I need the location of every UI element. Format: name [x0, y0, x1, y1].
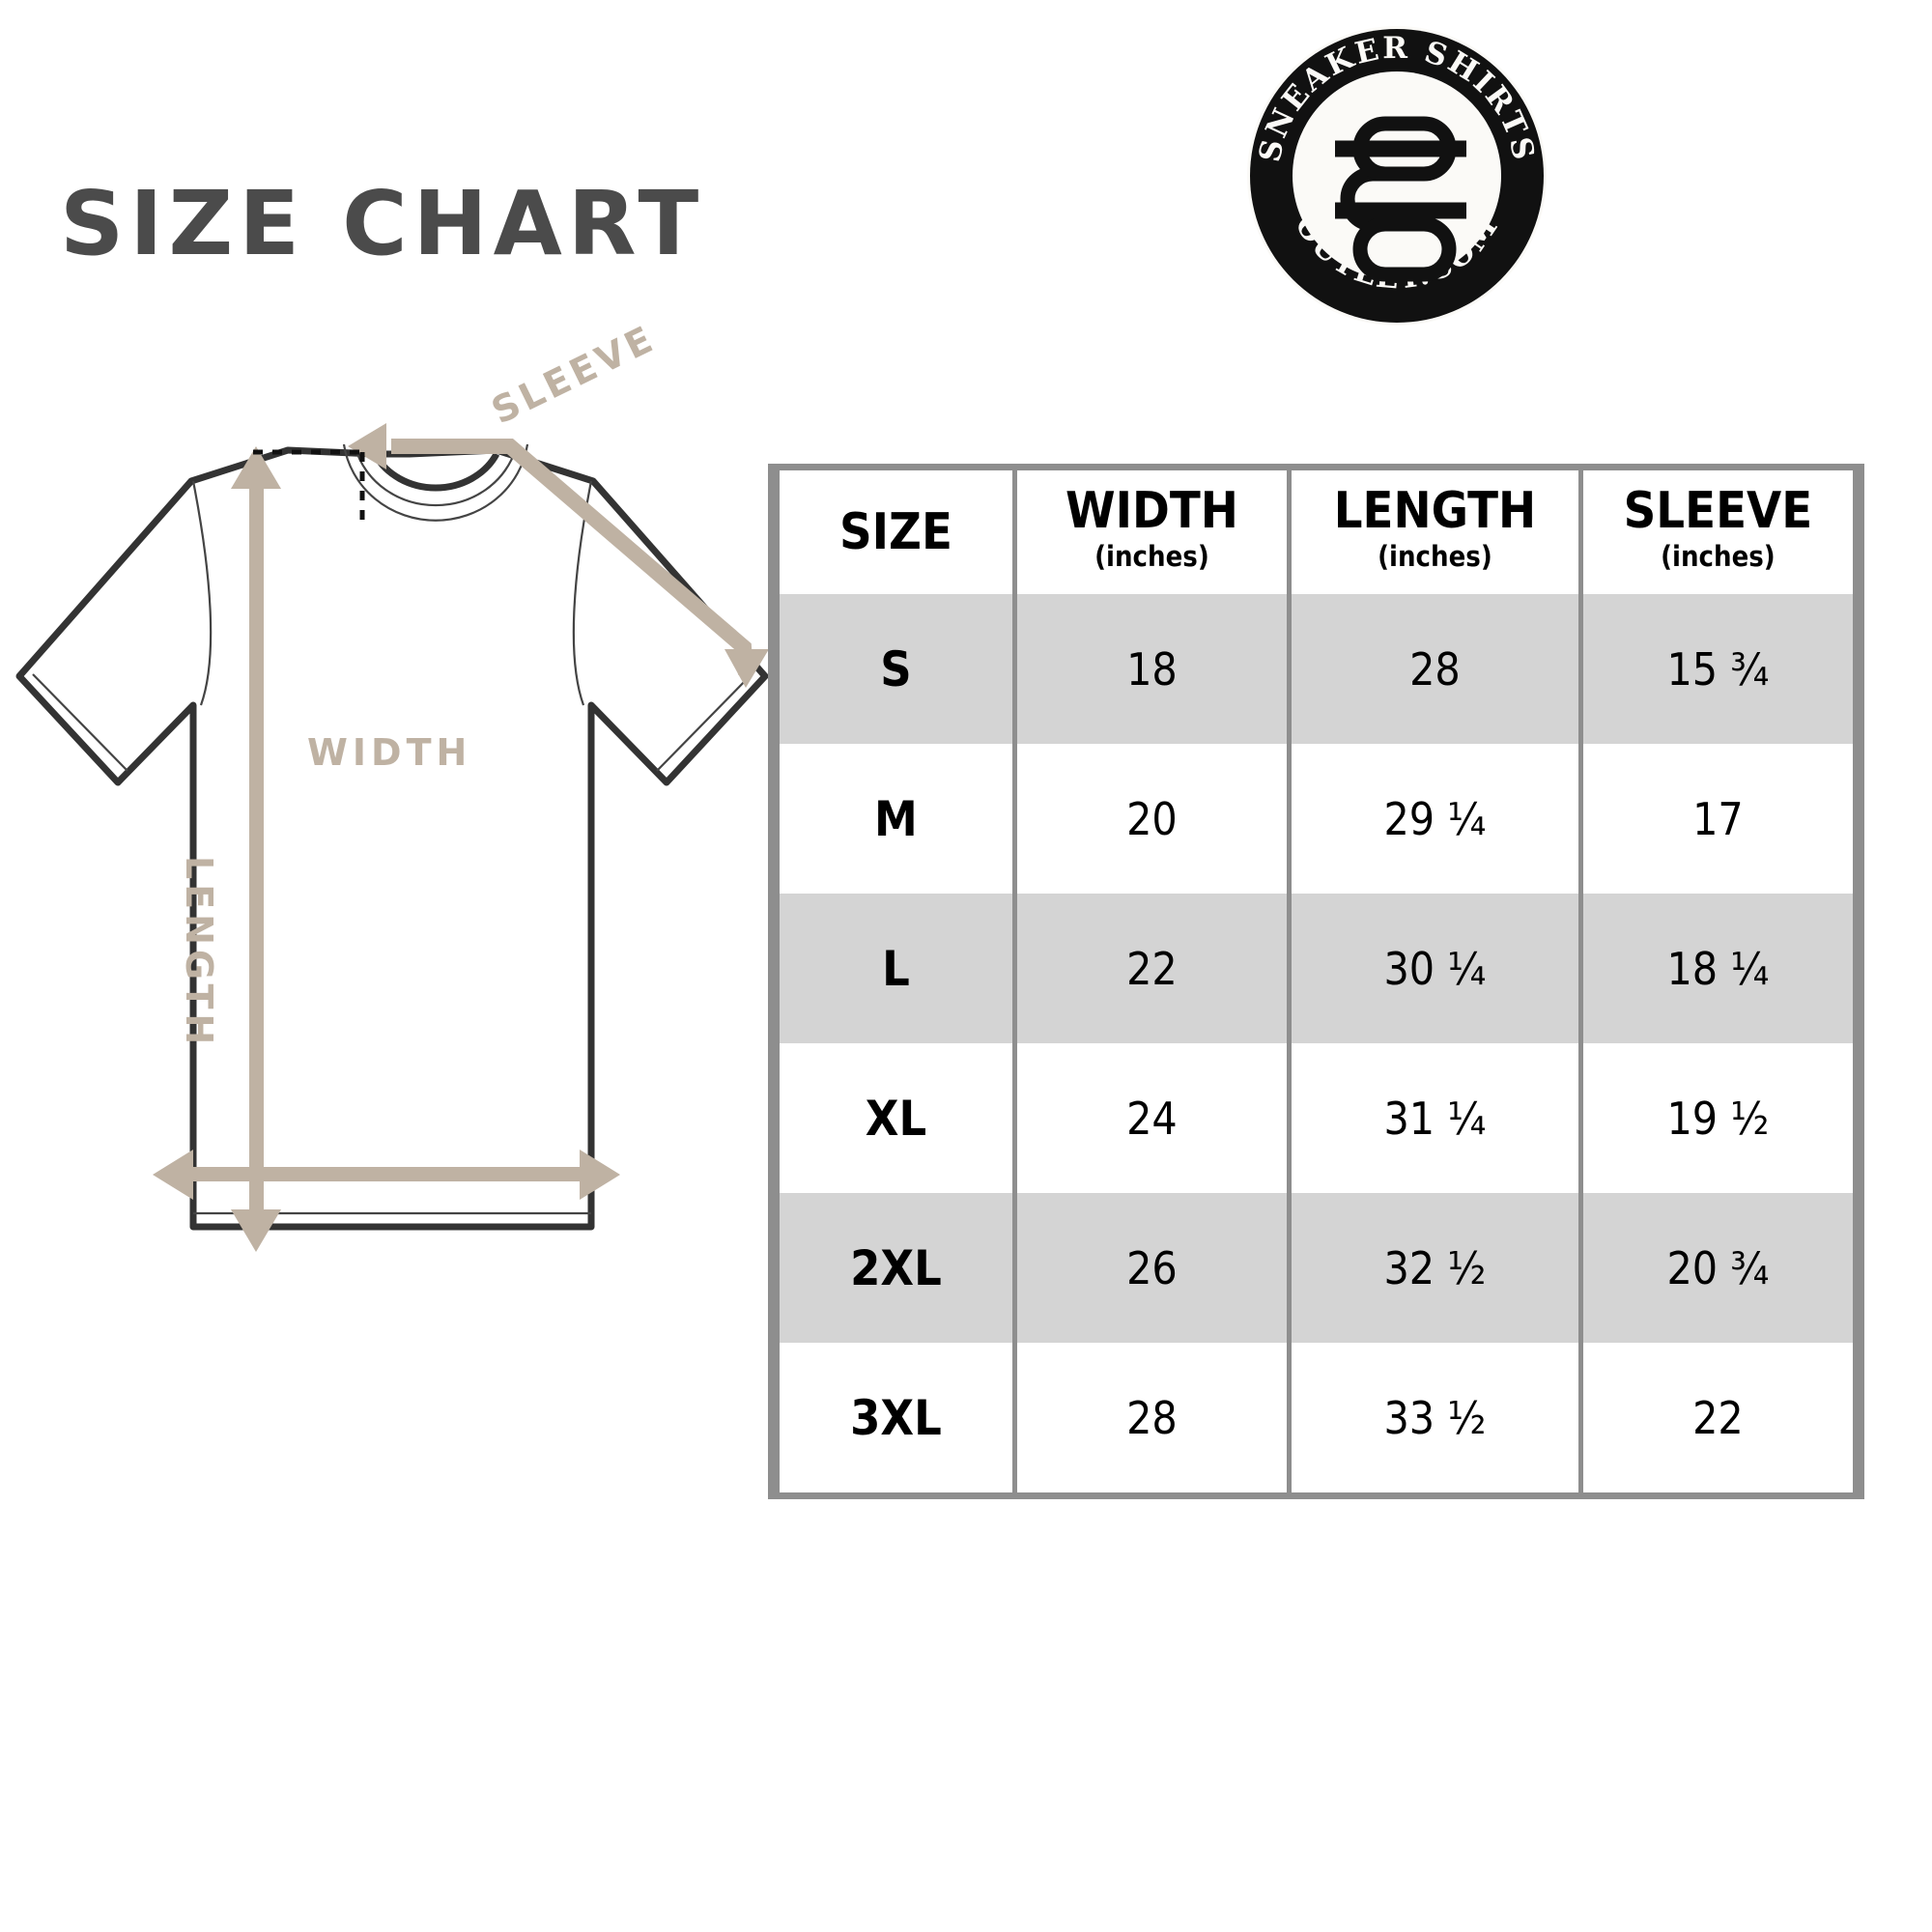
logo-monogram-icon [1335, 116, 1466, 282]
cell-size: L [780, 894, 1012, 1043]
cell-sleeve: 15 ¾ [1582, 594, 1853, 744]
cell-width: 22 [1016, 894, 1288, 1043]
column-title: SLEEVE [1623, 482, 1813, 541]
length-measure-arrow [231, 446, 281, 1252]
table-header-cell: WIDTH (inches) [1016, 470, 1288, 594]
cell-width: 20 [1016, 744, 1288, 894]
cell-sleeve: 17 [1582, 744, 1853, 894]
column-subtitle: (inches) [1378, 540, 1492, 574]
table-row: S 18 28 15 ¾ [780, 594, 1853, 744]
cell-width: 28 [1016, 1343, 1288, 1492]
cell-sleeve: 19 ½ [1582, 1043, 1853, 1193]
width-label: WIDTH [307, 731, 472, 774]
table-row: 2XL 26 32 ½ 20 ¾ [780, 1193, 1853, 1343]
table-header-row: SIZE WIDTH (inches) LENGTH (inches) SLEE… [780, 470, 1853, 594]
tshirt-diagram [0, 377, 773, 1265]
cell-sleeve: 20 ¾ [1582, 1193, 1853, 1343]
table-row: M 20 29 ¼ 17 [780, 744, 1853, 894]
cell-width: 18 [1016, 594, 1288, 744]
cell-size: 2XL [780, 1193, 1012, 1343]
cell-sleeve: 22 [1582, 1343, 1853, 1492]
cell-sleeve: 18 ¼ [1582, 894, 1853, 1043]
table-header-cell: SIZE [780, 470, 1012, 594]
table-header-cell: SLEEVE (inches) [1582, 470, 1853, 594]
sleeve-arrowhead-left [348, 423, 386, 469]
page-title: SIZE CHART [60, 172, 705, 275]
cell-size: 3XL [780, 1343, 1012, 1492]
width-measure-arrow [153, 1150, 620, 1200]
cell-width: 24 [1016, 1043, 1288, 1193]
table-row: XL 24 31 ¼ 19 ½ [780, 1043, 1853, 1193]
cell-size: S [780, 594, 1012, 744]
cell-size: XL [780, 1043, 1012, 1193]
table-row: L 22 30 ¼ 18 ¼ [780, 894, 1853, 1043]
column-subtitle: (inches) [1661, 540, 1776, 574]
sleeve-arrowhead-right [724, 649, 769, 688]
column-subtitle: (inches) [1094, 540, 1209, 574]
cell-length: 33 ½ [1292, 1343, 1578, 1492]
table-row: 3XL 28 33 ½ 22 [780, 1343, 1853, 1492]
cell-length: 30 ¼ [1292, 894, 1578, 1043]
length-label: LENGTH [178, 856, 220, 1050]
table-header-cell: LENGTH (inches) [1292, 470, 1578, 594]
cell-size: M [780, 744, 1012, 894]
cell-length: 28 [1292, 594, 1578, 744]
column-title: SIZE [838, 503, 952, 561]
cell-length: 31 ¼ [1292, 1043, 1578, 1193]
cell-length: 29 ¼ [1292, 744, 1578, 894]
cell-length: 32 ½ [1292, 1193, 1578, 1343]
column-title: WIDTH [1065, 482, 1238, 541]
brand-logo: SNEAKER SHIRTS OUTLET.COM [1242, 21, 1551, 330]
size-chart-table: SIZE WIDTH (inches) LENGTH (inches) SLEE… [768, 464, 1864, 1499]
cell-width: 26 [1016, 1193, 1288, 1343]
column-title: LENGTH [1333, 482, 1537, 541]
